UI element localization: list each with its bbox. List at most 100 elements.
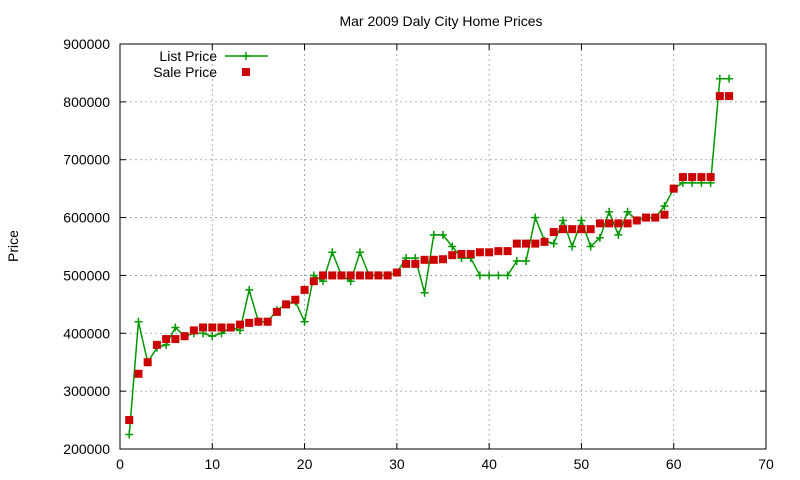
data-point [577,225,586,234]
y-tick-label: 400000 [63,325,110,341]
data-point [125,416,134,425]
data-point [171,323,180,332]
data-point [715,92,724,101]
y-tick-label: 500000 [63,267,110,283]
series [125,74,734,439]
data-point [309,277,318,286]
y-tick-label: 600000 [63,210,110,226]
y-tick-label: 200000 [63,441,110,457]
data-point [402,259,411,268]
data-point [540,237,549,246]
data-point [254,317,263,326]
data-point [457,250,466,259]
data-point [355,271,364,280]
data-point [605,219,614,228]
data-point [365,271,374,280]
data-point [660,210,669,219]
data-point [669,184,678,193]
data-point [328,271,337,280]
data-point [448,251,457,260]
x-tick-label: 40 [481,456,497,472]
data-point [411,259,420,268]
legend-sample-sale-price [242,68,250,76]
data-point [706,173,715,182]
data-point [475,248,484,257]
x-tick-label: 50 [574,456,590,472]
data-point [549,228,558,237]
data-point [595,233,604,242]
data-point [319,271,328,280]
data-point [162,335,171,344]
y-tick-label: 800000 [63,94,110,110]
data-point [346,271,355,280]
grid [120,44,766,449]
data-point [134,369,143,378]
data-point [429,230,438,239]
y-tick-label: 300000 [63,383,110,399]
data-point [568,225,577,234]
data-point [208,323,217,332]
data-point [512,239,521,248]
data-point [660,202,669,210]
legend-label-sale-price: Sale Price [153,64,217,80]
data-point [522,239,531,248]
data-point [725,92,734,101]
data-point [374,271,383,280]
data-point [429,255,438,264]
data-point [235,320,244,329]
data-point [245,285,254,294]
data-point [208,332,217,341]
data-point [623,207,632,216]
x-tick-label: 60 [666,456,682,472]
data-point [300,317,309,326]
data-point [189,326,198,335]
data-point [439,255,447,264]
data-point [180,332,189,341]
data-point [503,247,512,256]
data-point [300,285,309,294]
data-point [531,239,540,248]
data-point [263,317,272,326]
data-point [171,335,180,344]
data-point [678,173,687,182]
legend: List Price Sale Price [153,48,268,80]
data-point [337,271,346,280]
data-point [420,288,429,297]
data-point [448,242,457,251]
data-point [614,230,623,239]
y-tick-label: 700000 [63,152,110,168]
data-point [494,271,503,280]
data-point [642,213,651,222]
data-point [512,256,521,265]
data-point [282,300,291,309]
data-point [549,239,558,248]
data-point [558,225,567,234]
chart-title: Mar 2009 Daly City Home Prices [339,13,542,29]
data-point [586,242,595,251]
data-point [291,295,300,304]
data-point [715,74,724,83]
data-point [439,230,447,239]
data-point [688,173,697,182]
data-point [522,256,531,265]
data-point [466,250,475,259]
axis-tick-labels: 0 10 20 30 40 50 60 70 200000 300000 400000 500000 6… [63,36,774,472]
data-point [420,255,429,264]
data-point [383,271,392,280]
data-point [623,219,632,228]
data-point [697,173,706,182]
data-point [485,248,494,257]
x-tick-label: 10 [204,456,220,472]
data-point [568,242,577,251]
x-tick-label: 0 [116,456,124,472]
series-list-price [125,74,734,439]
data-point [595,219,604,228]
x-tick-label: 70 [758,456,774,472]
data-point [475,271,484,280]
y-tick-label: 900000 [63,36,110,52]
data-point [392,268,401,277]
data-point [614,219,623,228]
data-point [494,247,503,256]
data-point [355,248,364,257]
